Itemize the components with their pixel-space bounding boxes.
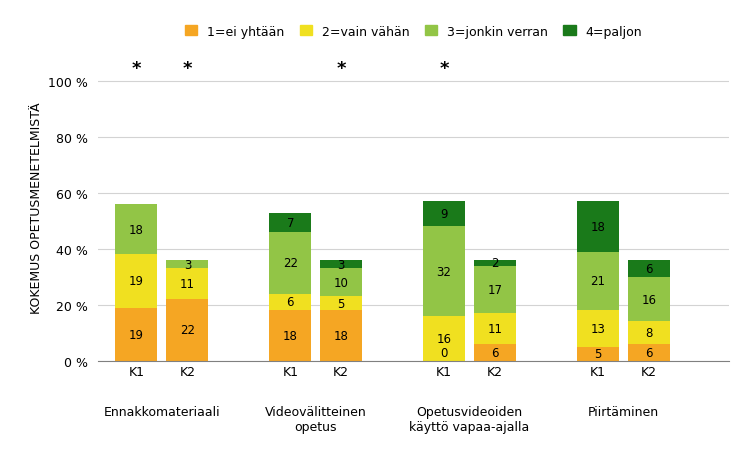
Bar bbox=[577, 347, 619, 361]
Text: 19: 19 bbox=[129, 328, 144, 341]
Text: 6: 6 bbox=[491, 346, 499, 359]
Bar bbox=[474, 313, 516, 344]
Text: 6: 6 bbox=[287, 296, 294, 309]
Text: *: * bbox=[336, 60, 346, 78]
Bar bbox=[269, 213, 311, 233]
Bar bbox=[628, 277, 670, 322]
Bar bbox=[474, 266, 516, 313]
Text: 8: 8 bbox=[645, 327, 653, 340]
Text: 18: 18 bbox=[283, 329, 298, 342]
Text: 21: 21 bbox=[590, 275, 605, 288]
Text: 16: 16 bbox=[641, 293, 656, 306]
Text: 17: 17 bbox=[487, 283, 502, 296]
Text: Ennakkomateriaali: Ennakkomateriaali bbox=[104, 405, 220, 418]
Text: 22: 22 bbox=[283, 257, 298, 270]
Text: 11: 11 bbox=[487, 322, 502, 335]
Bar bbox=[269, 311, 311, 361]
Text: 16: 16 bbox=[436, 332, 451, 345]
Text: 18: 18 bbox=[129, 223, 144, 236]
Bar bbox=[628, 260, 670, 277]
Y-axis label: KOKEMUS OPETUSMENETELMISTÄ: KOKEMUS OPETUSMENETELMISTÄ bbox=[29, 102, 43, 313]
Text: Videovälitteinen
opetus: Videovälitteinen opetus bbox=[265, 405, 366, 433]
Bar bbox=[166, 260, 208, 269]
Text: *: * bbox=[439, 60, 449, 78]
Text: 9: 9 bbox=[440, 208, 447, 221]
Text: 0: 0 bbox=[441, 346, 447, 359]
Text: 5: 5 bbox=[338, 297, 345, 310]
Text: 11: 11 bbox=[180, 278, 195, 290]
Bar bbox=[474, 344, 516, 361]
Text: 2: 2 bbox=[491, 257, 499, 270]
Text: 6: 6 bbox=[645, 346, 653, 359]
Text: 3: 3 bbox=[183, 258, 191, 271]
Text: 10: 10 bbox=[334, 276, 349, 289]
Bar bbox=[628, 322, 670, 344]
Bar bbox=[577, 202, 619, 252]
Text: Piirtäminen: Piirtäminen bbox=[587, 405, 659, 418]
Bar bbox=[423, 202, 465, 227]
Bar bbox=[166, 269, 208, 299]
Text: 3: 3 bbox=[338, 258, 345, 271]
Bar bbox=[116, 255, 157, 308]
Bar bbox=[320, 260, 362, 269]
Text: 19: 19 bbox=[129, 275, 144, 288]
Text: 7: 7 bbox=[287, 216, 294, 229]
Bar bbox=[269, 233, 311, 294]
Text: 6: 6 bbox=[645, 262, 653, 275]
Text: 18: 18 bbox=[590, 221, 605, 234]
Text: 13: 13 bbox=[590, 322, 605, 335]
Bar bbox=[116, 308, 157, 361]
Bar bbox=[269, 294, 311, 311]
Text: 22: 22 bbox=[180, 324, 195, 336]
Bar bbox=[320, 269, 362, 297]
Bar bbox=[577, 252, 619, 311]
Bar bbox=[116, 205, 157, 255]
Text: *: * bbox=[132, 60, 141, 78]
Text: Opetusvideoiden
käyttö vapaa-ajalla: Opetusvideoiden käyttö vapaa-ajalla bbox=[409, 405, 529, 433]
Bar bbox=[474, 260, 516, 266]
Bar bbox=[577, 311, 619, 347]
Bar bbox=[166, 299, 208, 361]
Bar bbox=[628, 344, 670, 361]
Bar bbox=[320, 297, 362, 311]
Text: 5: 5 bbox=[594, 347, 602, 360]
Bar bbox=[423, 227, 465, 316]
Text: 18: 18 bbox=[334, 329, 349, 342]
Bar bbox=[423, 316, 465, 361]
Bar bbox=[320, 311, 362, 361]
Legend: 1=ei yhtään, 2=vain vähän, 3=jonkin verran, 4=paljon: 1=ei yhtään, 2=vain vähän, 3=jonkin verr… bbox=[180, 20, 647, 43]
Text: 32: 32 bbox=[437, 265, 451, 278]
Text: *: * bbox=[183, 60, 192, 78]
